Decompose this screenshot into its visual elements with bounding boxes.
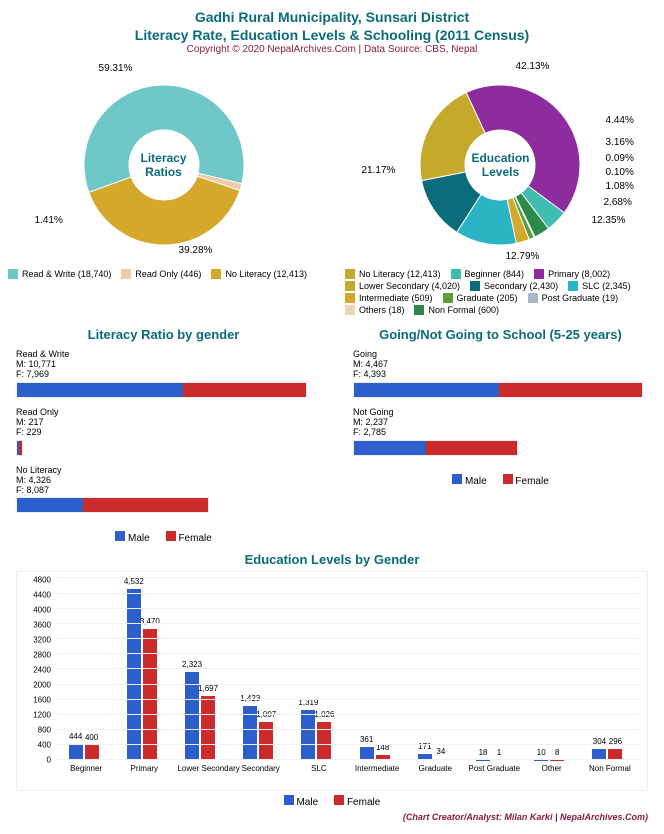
vbar-group: 4,5323,470Primary (127, 589, 162, 761)
legend-female: Female (166, 531, 212, 544)
main-title: Gadhi Rural Municipality, Sunsari Distri… (8, 8, 656, 44)
education-legend: No Literacy (12,413) Beginner (844) Primar… (345, 265, 656, 319)
education-donut-center-label: EducationLevels (471, 151, 529, 179)
legend-item: No Literacy (12,413) (345, 269, 441, 279)
literacy-donut-section: LiteracyRatios 59.31%1.41%39.28% Read & … (8, 65, 319, 319)
legend-male: Male (115, 531, 149, 544)
education-mf-legend: Male Female (8, 795, 656, 808)
education-donut: EducationLevels 42.13%4.44%3.16%0.09%0.1… (375, 65, 625, 265)
vbar-yaxis: 0400800120016002000240028003200360040004… (17, 580, 53, 760)
literacy-donut: LiteracyRatios 59.31%1.41%39.28% (39, 65, 289, 265)
copyright-line: Copyright © 2020 NepalArchives.Com | Dat… (8, 44, 656, 55)
hbar-row: Literacy Ratio by gender Read & WriteM: … (8, 319, 656, 544)
education-by-gender-title: Education Levels by Gender (8, 552, 656, 567)
vbar-group: 361148Intermediate (360, 747, 395, 761)
title-line1: Gadhi Rural Municipality, Sunsari Distri… (8, 8, 656, 26)
legend-item: Post Graduate (19) (528, 293, 619, 303)
school-going-chart: GoingM: 4,467F: 4,393 Not GoingM: 2,237F:… (345, 346, 656, 469)
vbar-group: 2,3231,697Lower Secondary (185, 672, 220, 760)
infographic-container: Gadhi Rural Municipality, Sunsari Distri… (0, 0, 664, 834)
legend-item: Lower Secondary (4,020) (345, 281, 460, 291)
hbar-row: No LiteracyM: 4,326F: 8,087 (16, 466, 311, 514)
education-by-gender-chart: 0400800120016002000240028003200360040004… (16, 571, 648, 791)
legend-item: Intermediate (509) (345, 293, 433, 303)
chart-credit: (Chart Creator/Analyst: Milan Karki | Ne… (8, 808, 656, 826)
education-by-gender-section: Education Levels by Gender 0400800120016… (8, 552, 656, 808)
school-going-section: Going/Not Going to School (5-25 years) G… (345, 319, 656, 544)
title-line2: Literacy Rate, Education Levels & School… (8, 26, 656, 44)
legend-item: Graduate (205) (443, 293, 518, 303)
legend-item: Non Formal (600) (414, 305, 499, 315)
legend-female: Female (334, 795, 380, 808)
school-mf-legend: Male Female (345, 474, 656, 487)
school-going-title: Going/Not Going to School (5-25 years) (345, 327, 656, 342)
hbar-row: GoingM: 4,467F: 4,393 (353, 350, 648, 398)
legend-female: Female (503, 474, 549, 487)
legend-item: Read Only (446) (121, 269, 201, 279)
legend-item: Read & Write (18,740) (8, 269, 111, 279)
legend-item: Others (18) (345, 305, 405, 315)
donut-row: LiteracyRatios 59.31%1.41%39.28% Read & … (8, 65, 656, 319)
education-donut-section: EducationLevels 42.13%4.44%3.16%0.09%0.1… (345, 65, 656, 319)
literacy-by-gender-title: Literacy Ratio by gender (8, 327, 319, 342)
hbar-row: Read & WriteM: 10,771F: 7,969 (16, 350, 311, 398)
legend-male: Male (284, 795, 318, 808)
literacy-donut-center-label: LiteracyRatios (141, 151, 187, 179)
legend-item: No Literacy (12,413) (211, 269, 307, 279)
legend-item: Primary (8,002) (534, 269, 610, 279)
legend-item: Beginner (844) (451, 269, 525, 279)
hbar-row: Read OnlyM: 217F: 229 (16, 408, 311, 456)
hbar-row: Not GoingM: 2,237F: 2,785 (353, 408, 648, 456)
legend-item: SLC (2,345) (568, 281, 631, 291)
literacy-by-gender-section: Literacy Ratio by gender Read & WriteM: … (8, 319, 319, 544)
legend-male: Male (452, 474, 486, 487)
literacy-by-gender-chart: Read & WriteM: 10,771F: 7,969 Read OnlyM:… (8, 346, 319, 527)
legend-item: Secondary (2,430) (470, 281, 558, 291)
literacy-mf-legend: Male Female (8, 531, 319, 544)
vbar-group: 1,3191,026SLC (301, 710, 336, 760)
vbar-group: 444400Beginner (69, 744, 104, 761)
